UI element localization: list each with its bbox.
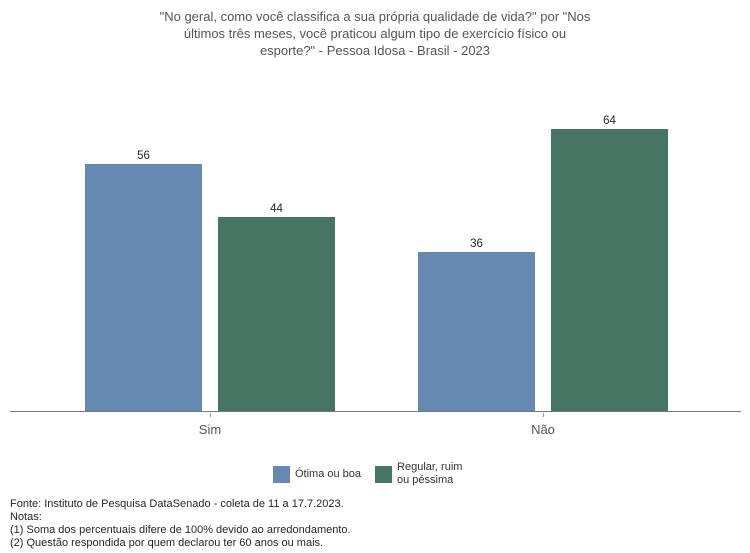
bar-value-label: 64	[603, 115, 616, 127]
legend-item: Regular, ruim ou péssima	[375, 461, 477, 487]
legend-item: Ótima ou boa	[272, 465, 362, 483]
bar-value-label: 56	[137, 150, 150, 162]
legend-swatch	[272, 465, 290, 483]
footer-source: Fonte: Instituto de Pesquisa DataSenado …	[10, 498, 344, 510]
bar-wrap: 36	[418, 238, 535, 411]
bar-value-label: 36	[470, 238, 483, 250]
chart-title: "No geral, como você classifica a sua pr…	[159, 9, 591, 58]
x-tick	[543, 413, 544, 417]
bar	[551, 129, 668, 411]
bar-wrap: 64	[551, 115, 668, 411]
footer: Fonte: Instituto de Pesquisa DataSenado …	[10, 498, 351, 550]
legend: Ótima ou boa Regular, ruim ou péssima	[0, 461, 750, 487]
bar-value-label: 44	[270, 203, 283, 215]
bar-wrap: 44	[218, 203, 335, 411]
bar-group: 36 64 Não	[418, 115, 668, 437]
bar-wrap: 56	[85, 150, 202, 411]
bar-group: 56 44 Sim	[85, 150, 335, 437]
bar	[85, 164, 202, 411]
x-axis-line	[10, 411, 741, 412]
bar	[418, 252, 535, 411]
footer-notes-label: Notas:	[10, 511, 42, 523]
plot-area: 56 44 Sim 36 64 Não	[0, 99, 750, 437]
x-axis-label: Sim	[198, 422, 222, 437]
legend-label: Regular, ruim ou péssima	[397, 461, 463, 486]
footer-note: (1) Soma dos percentuais difere de 100% …	[10, 524, 351, 536]
legend-swatch	[375, 465, 393, 483]
bar	[218, 217, 335, 411]
footer-note: (2) Questão respondida por quem declarou…	[10, 537, 324, 549]
legend-label: Ótima ou boa	[294, 467, 362, 480]
x-tick	[210, 413, 211, 417]
x-axis-label: Não	[531, 422, 555, 437]
